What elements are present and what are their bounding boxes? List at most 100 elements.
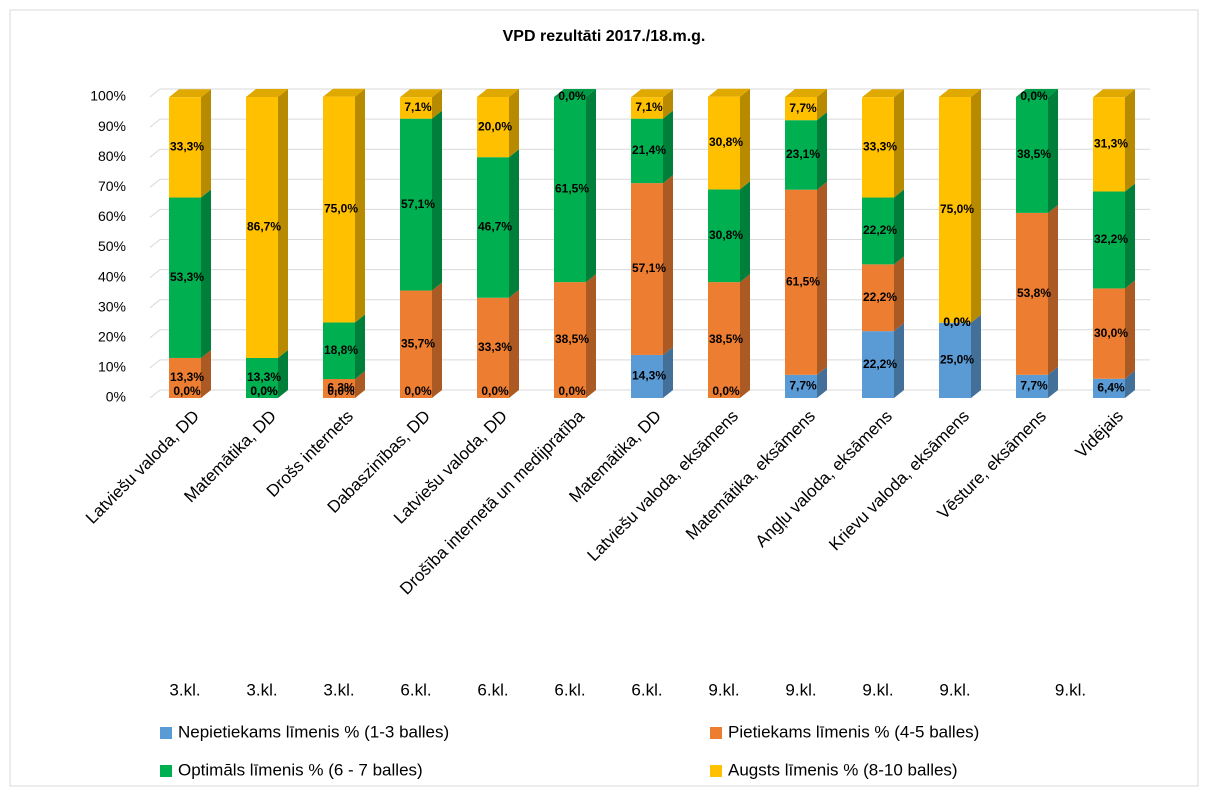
bar [323, 96, 355, 323]
bar-side [278, 89, 288, 358]
bar [554, 97, 586, 283]
legend-label: Optimāls līmenis % (6 - 7 balles) [178, 760, 423, 779]
bar-top [939, 89, 981, 97]
bar-side [817, 89, 827, 121]
grade-label: 9.kl. [862, 680, 893, 699]
bar [785, 97, 817, 121]
bar [1093, 191, 1125, 289]
y-tick-label: 0% [106, 389, 126, 405]
grade-label: 9.kl. [785, 680, 816, 699]
bar [631, 183, 663, 355]
bar [1093, 97, 1125, 192]
legend-swatch [160, 727, 172, 739]
bar [169, 357, 201, 398]
data-label: 14,3% [632, 369, 666, 383]
bar [477, 157, 509, 298]
bar [400, 97, 432, 119]
data-label: 33,3% [170, 140, 204, 154]
data-label: 75,0% [940, 202, 974, 216]
data-label: 7,1% [635, 100, 663, 114]
grade-label: 6.kl. [554, 680, 585, 699]
grade-label: 3.kl. [246, 680, 277, 699]
data-label: 32,2% [1094, 232, 1128, 246]
bar [631, 354, 663, 398]
data-label: 0,0% [943, 315, 971, 329]
bar-side [817, 181, 827, 375]
bar-top [246, 89, 288, 97]
bar [246, 357, 278, 398]
data-label: 13,3% [247, 370, 281, 384]
bar-top [631, 89, 673, 98]
bar [477, 297, 509, 398]
data-label: 33,3% [478, 340, 512, 354]
data-label: 23,1% [786, 147, 820, 161]
bar [1016, 97, 1048, 213]
bar-side [1125, 280, 1135, 379]
bar [400, 118, 432, 291]
data-label: 7,7% [789, 101, 817, 115]
data-label: 86,7% [247, 220, 281, 234]
data-label: 0,0% [250, 384, 278, 398]
bar-top [554, 89, 596, 97]
y-tick-label: 20% [98, 329, 126, 345]
data-label: 22,2% [863, 290, 897, 304]
data-label: 7,7% [1020, 379, 1048, 393]
data-label: 0,0% [558, 89, 586, 103]
bar-side [1125, 89, 1135, 192]
legend-label: Pietiekams līmenis % (4-5 balles) [728, 722, 979, 741]
grade-label: 9.kl. [708, 680, 739, 699]
bar [785, 374, 817, 398]
data-label: 0,0% [712, 384, 740, 398]
bar-side [355, 314, 365, 380]
bar-side [663, 346, 673, 398]
bar-side [355, 88, 365, 323]
bar [862, 97, 894, 198]
bar-side [432, 110, 442, 291]
data-label: 31,3% [1094, 137, 1128, 151]
y-tick-label: 50% [98, 238, 126, 254]
bar-side [432, 282, 442, 398]
data-label: 7,7% [789, 379, 817, 393]
y-tick-label: 60% [98, 208, 126, 224]
bar [1016, 374, 1048, 398]
data-label: 7,1% [404, 100, 432, 114]
grade-label: 6.kl. [400, 680, 431, 699]
data-label: 33,3% [863, 140, 897, 154]
bar [862, 331, 894, 398]
data-label: 38,5% [709, 332, 743, 346]
bar-side [586, 274, 596, 398]
data-label: 75,0% [324, 202, 358, 216]
bar [862, 264, 894, 332]
data-label: 0,0% [250, 384, 278, 398]
data-label: 46,7% [478, 220, 512, 234]
bar-top [708, 88, 750, 97]
bar [708, 189, 740, 283]
data-label: 57,1% [632, 261, 666, 275]
data-label: 0,0% [558, 384, 586, 398]
bar [477, 97, 509, 158]
bar-side [663, 175, 673, 355]
bar-side [201, 349, 211, 398]
bar [785, 189, 817, 375]
bar-side [509, 89, 519, 158]
y-tick-label: 10% [98, 359, 126, 375]
data-label: 22,2% [863, 223, 897, 237]
data-label: 30,8% [709, 228, 743, 242]
bar [400, 290, 432, 398]
data-label: 30,8% [709, 135, 743, 149]
bar-side [894, 256, 904, 332]
grade-label: 6.kl. [631, 680, 662, 699]
bar-side [817, 366, 827, 398]
bar-top [323, 88, 365, 97]
bar-top [1016, 89, 1058, 97]
bar [246, 97, 278, 358]
grade-label: 3.kl. [169, 680, 200, 699]
bar [1093, 288, 1125, 379]
data-label: 35,7% [401, 336, 435, 350]
grade-label: 9.kl. [939, 680, 970, 699]
data-label: 0,0% [327, 384, 355, 398]
data-label: 53,8% [1017, 286, 1051, 300]
y-tick-label: 90% [98, 118, 126, 134]
data-label: 61,5% [555, 182, 589, 196]
